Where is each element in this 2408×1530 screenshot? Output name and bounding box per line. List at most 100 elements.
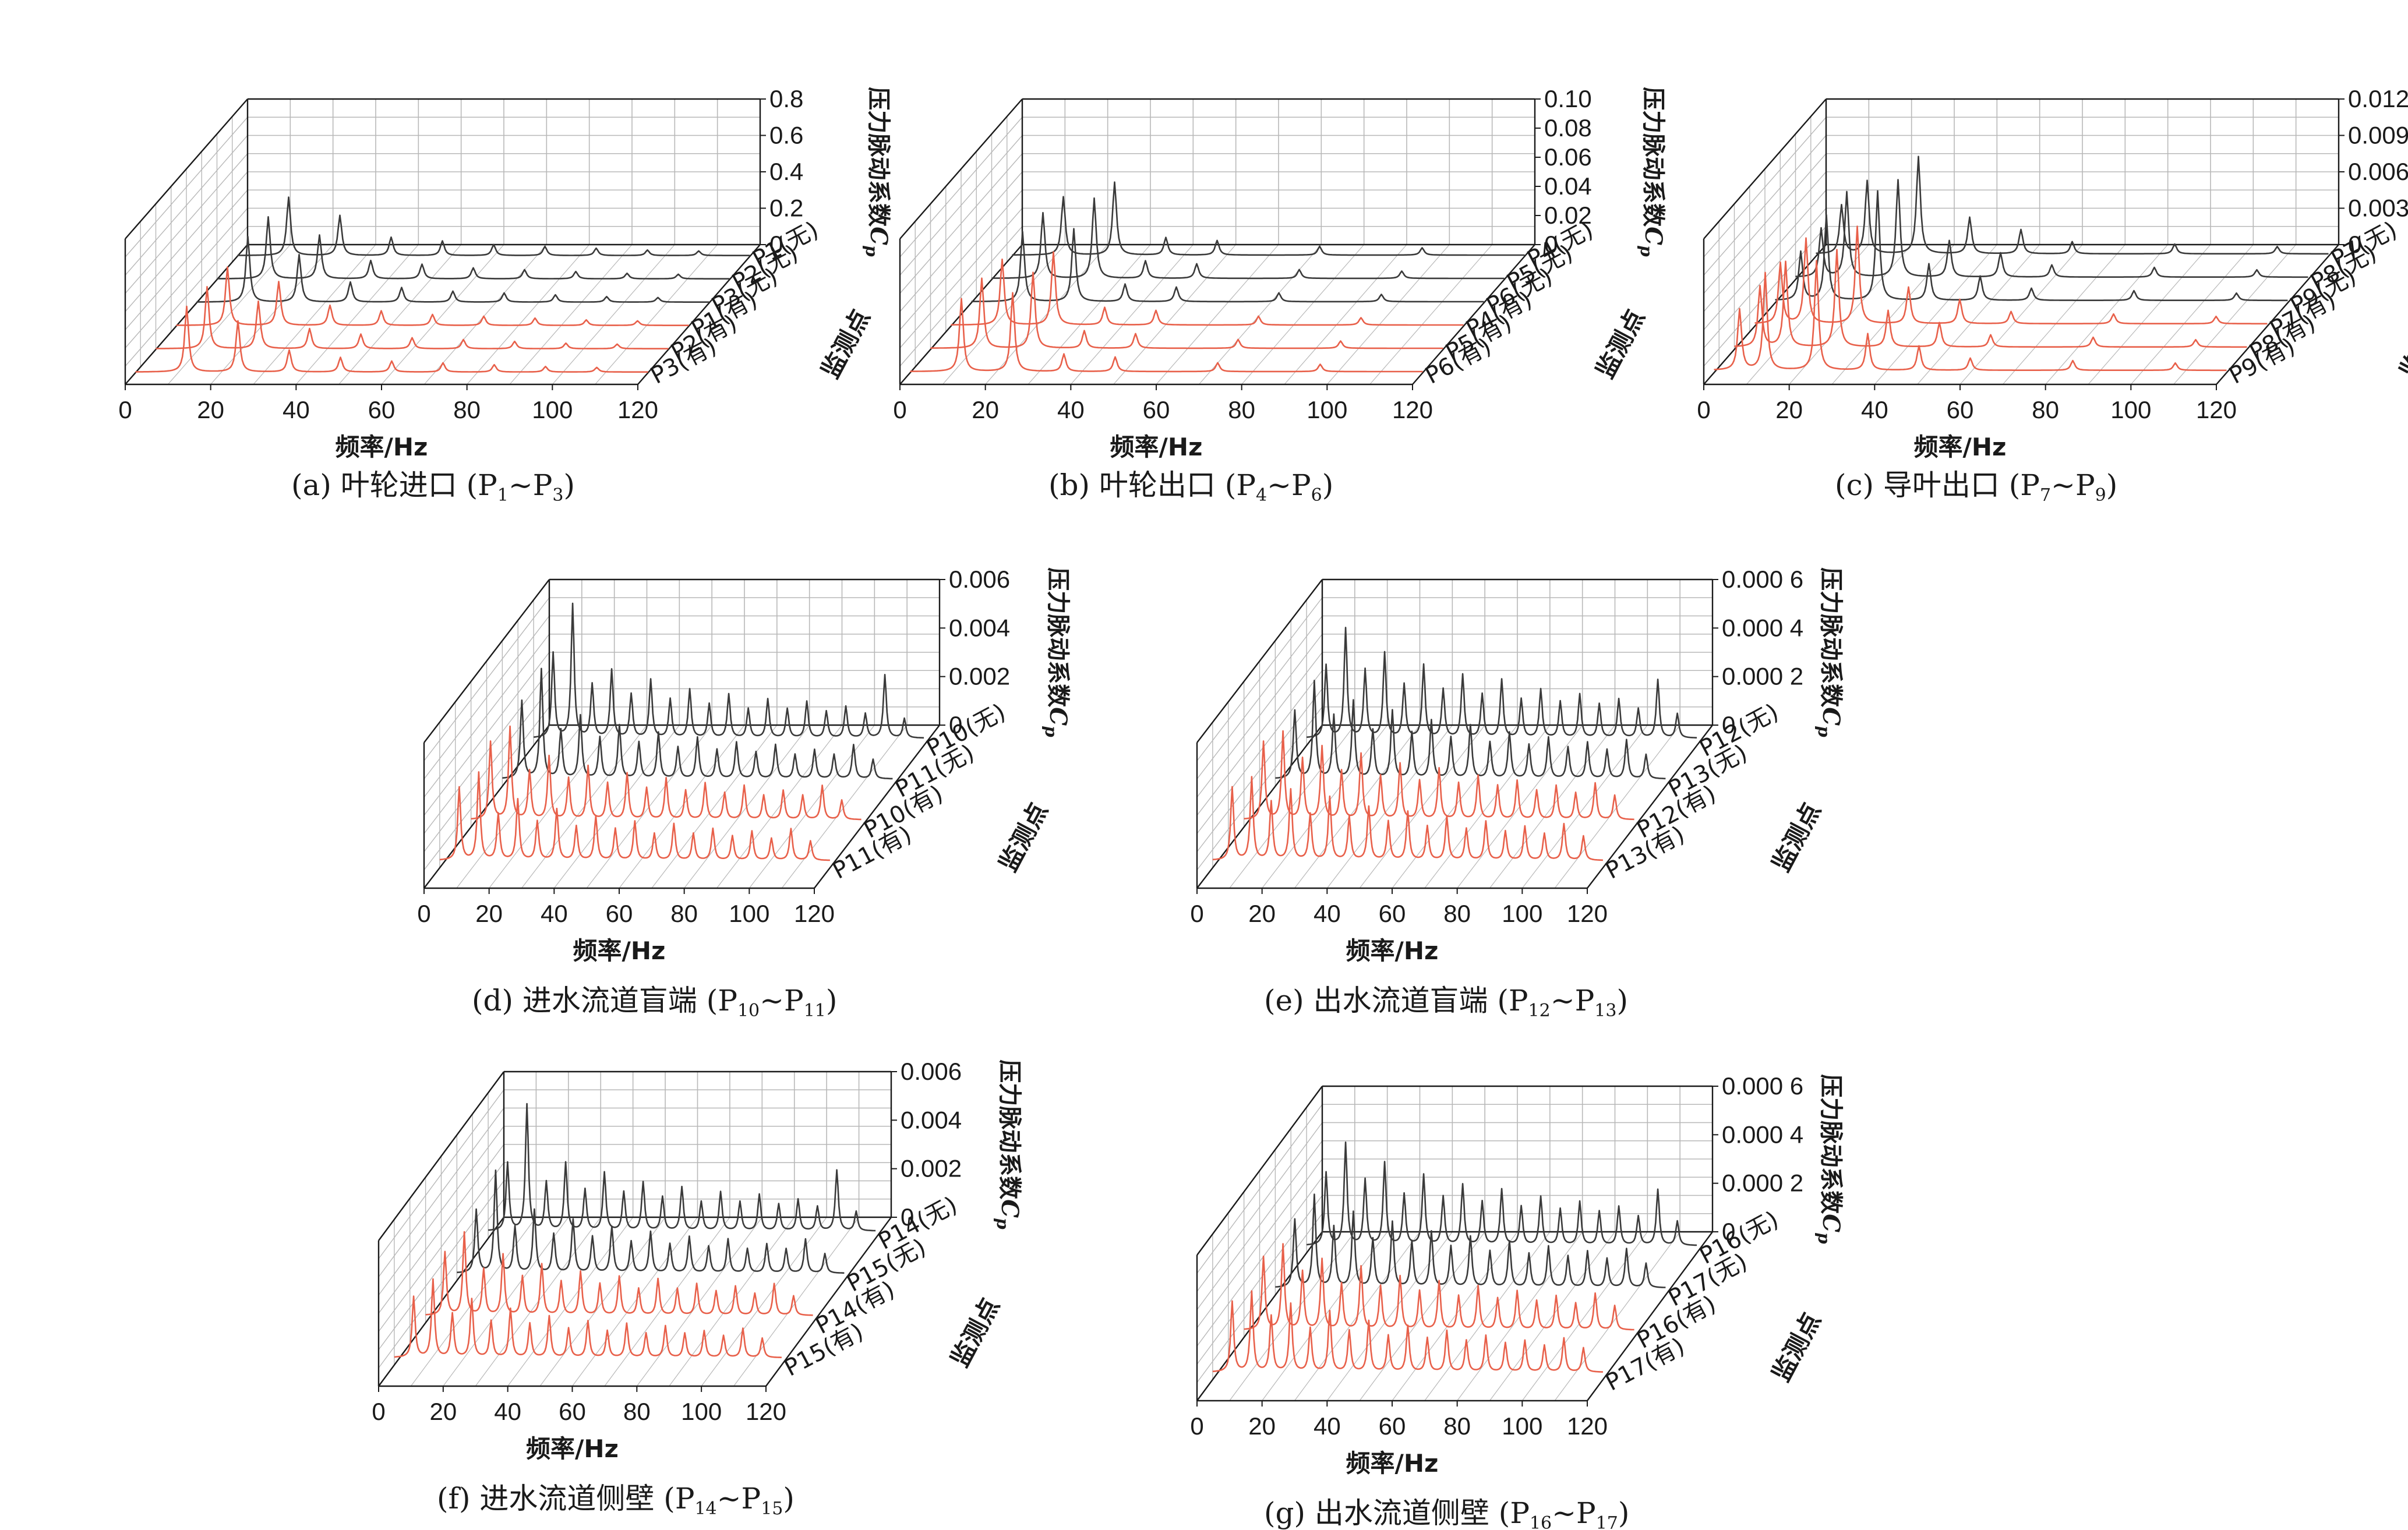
y-tick-label: 0.08 bbox=[1544, 114, 1592, 142]
x-tick-label: 120 bbox=[1567, 1412, 1608, 1440]
z-axis-title: 监测点 bbox=[815, 305, 875, 383]
y-axis-title-subscript: p bbox=[993, 1218, 1012, 1229]
floor-grid-line bbox=[1392, 725, 1518, 889]
x-tick-label: 100 bbox=[1307, 396, 1347, 423]
x-tick-label: 0 bbox=[1190, 900, 1203, 927]
back-wall-grid bbox=[1322, 1086, 1713, 1232]
panel-caption: (c) 导叶出口 (P7~P9) bbox=[1835, 468, 2117, 506]
x-tick-label: 80 bbox=[623, 1398, 651, 1425]
x-tick-label: 100 bbox=[1502, 1412, 1542, 1440]
caption-caption-suffix: ) bbox=[783, 1482, 795, 1515]
floor-grid-line bbox=[651, 725, 778, 889]
y-axis-title-text: 压力脉动系数 bbox=[1640, 87, 1666, 227]
series-line-P14(无) bbox=[488, 1103, 876, 1232]
y-tick-label: 0.06 bbox=[1544, 143, 1592, 171]
frame-edge bbox=[899, 98, 1023, 239]
floor-grid-line bbox=[1113, 244, 1237, 385]
side-wall-grid bbox=[1703, 98, 1827, 385]
floor-grid-line bbox=[423, 244, 547, 385]
floor-grid-line bbox=[1521, 1231, 1648, 1401]
back-wall-grid bbox=[1826, 98, 2339, 245]
y-tick-label: 0.006 bbox=[901, 1058, 962, 1085]
y-tick-label: 0.000 2 bbox=[1722, 1169, 1803, 1197]
y-tick-label: 0 bbox=[1544, 231, 1558, 258]
x-tick-label: 120 bbox=[794, 900, 835, 927]
axis-frame bbox=[377, 1070, 892, 1387]
x-tick-label: 20 bbox=[1248, 900, 1276, 927]
floor-grid-line bbox=[781, 725, 908, 889]
x-tick-label: 0 bbox=[893, 396, 906, 423]
series-line-P15(无) bbox=[457, 1169, 845, 1274]
x-tick-label: 100 bbox=[1502, 900, 1542, 927]
series-line-P5(无) bbox=[991, 197, 1505, 280]
floor-grid-line bbox=[1326, 244, 1450, 385]
floor-grid-line bbox=[1070, 244, 1194, 385]
floor-grid-line bbox=[733, 1217, 860, 1387]
floor-grid-line bbox=[1831, 244, 1955, 385]
y-axis-title: 压力脉动系数Cp bbox=[993, 1059, 1023, 1229]
chart-panel-e: 0 20 40 60 80 100 120 频率/Hz 0 0.000 2 0.000 4 0.000… bbox=[1190, 566, 1845, 1021]
caption-caption-sub2: 13 bbox=[1594, 1001, 1616, 1021]
x-axis-title: 频率/Hz bbox=[526, 1434, 619, 1463]
floor-grid-line bbox=[553, 725, 680, 889]
y-axis-title-symbol: C bbox=[996, 1199, 1023, 1218]
caption-caption-prefix: (g) 出水流道侧壁 (P bbox=[1264, 1496, 1530, 1530]
y-tick-label: 0.04 bbox=[1544, 172, 1592, 200]
series-line-P2(有) bbox=[156, 286, 669, 349]
y-tick-label: 0.002 bbox=[949, 663, 1010, 690]
caption-caption-sub2: 6 bbox=[1311, 485, 1322, 506]
frame-edge bbox=[1703, 244, 1827, 385]
floor-grid-line bbox=[1917, 244, 2040, 385]
x-tick-label: 80 bbox=[2032, 396, 2059, 423]
series-line-P13(无) bbox=[1275, 680, 1666, 780]
frame-edge bbox=[765, 1217, 892, 1387]
y-tick-label: 0.004 bbox=[901, 1106, 962, 1133]
series-line-P1(无) bbox=[237, 196, 750, 256]
y-tick-label: 0.000 6 bbox=[1722, 1072, 1803, 1100]
side-wall-grid bbox=[1196, 1086, 1323, 1401]
frame-edge bbox=[125, 98, 248, 239]
series-layer bbox=[394, 1103, 876, 1358]
floor-grid-line bbox=[2173, 244, 2297, 385]
x-tick-label: 0 bbox=[1697, 396, 1710, 423]
y-axis-title-text: 压力脉动系数 bbox=[1817, 567, 1844, 707]
x-tick-label: 80 bbox=[670, 900, 698, 927]
caption-caption-sub1: 12 bbox=[1528, 1001, 1551, 1021]
side-wall-grid bbox=[1196, 579, 1323, 889]
series-line-P16(无) bbox=[1307, 1141, 1697, 1246]
floor-grid-line bbox=[2130, 244, 2254, 385]
x-tick-label: 0 bbox=[1190, 1412, 1203, 1440]
panel-caption: (b) 叶轮出口 (P4~P6) bbox=[1048, 468, 1333, 506]
back-wall-grid bbox=[1022, 98, 1535, 245]
series-line-P11(无) bbox=[502, 667, 893, 780]
series-line-P16(有) bbox=[1244, 1243, 1634, 1331]
y-tick-label: 0.003 bbox=[2348, 195, 2408, 222]
floor-grid-line bbox=[1554, 1231, 1680, 1401]
floor-grid-line bbox=[1369, 244, 1493, 385]
y-axis-title-symbol: C bbox=[1640, 227, 1667, 245]
floor-grid-line bbox=[1424, 1231, 1551, 1401]
x-tick-label: 20 bbox=[197, 396, 224, 423]
y-tick-label: 0.10 bbox=[1544, 85, 1592, 112]
floor-grid-line bbox=[1746, 244, 1869, 385]
series-line-P8(无) bbox=[1795, 179, 2308, 278]
series-line-P3(有) bbox=[135, 305, 648, 373]
floor-grid-line bbox=[443, 1217, 569, 1387]
frame-edge bbox=[1587, 725, 1713, 889]
chart-panel-f: 0 20 40 60 80 100 120 频率/Hz 0 0.002 0.004 0.006 压力脉动… bbox=[372, 1058, 1023, 1519]
caption-caption-prefix: (f) 进水流道侧壁 (P bbox=[437, 1482, 694, 1515]
floor-grid-line bbox=[489, 725, 615, 889]
series-layer bbox=[1212, 627, 1697, 861]
y-tick-label: 0.006 bbox=[949, 566, 1010, 593]
back-wall-grid bbox=[549, 579, 940, 726]
y-axis-title: 压力脉动系数Cp bbox=[1041, 567, 1072, 737]
frame-edge bbox=[814, 725, 940, 889]
caption-caption-sub2: 9 bbox=[2095, 485, 2106, 506]
floor-grid-line bbox=[716, 725, 842, 889]
caption-caption-suffix: ) bbox=[1616, 984, 1628, 1017]
caption-caption-prefix: (a) 叶轮进口 (P bbox=[291, 468, 497, 502]
frame-edge bbox=[1587, 1231, 1713, 1401]
caption-caption-sub2: 3 bbox=[552, 485, 563, 506]
series-line-P10(有) bbox=[471, 725, 861, 821]
caption-caption-mid: ~P bbox=[509, 468, 553, 502]
